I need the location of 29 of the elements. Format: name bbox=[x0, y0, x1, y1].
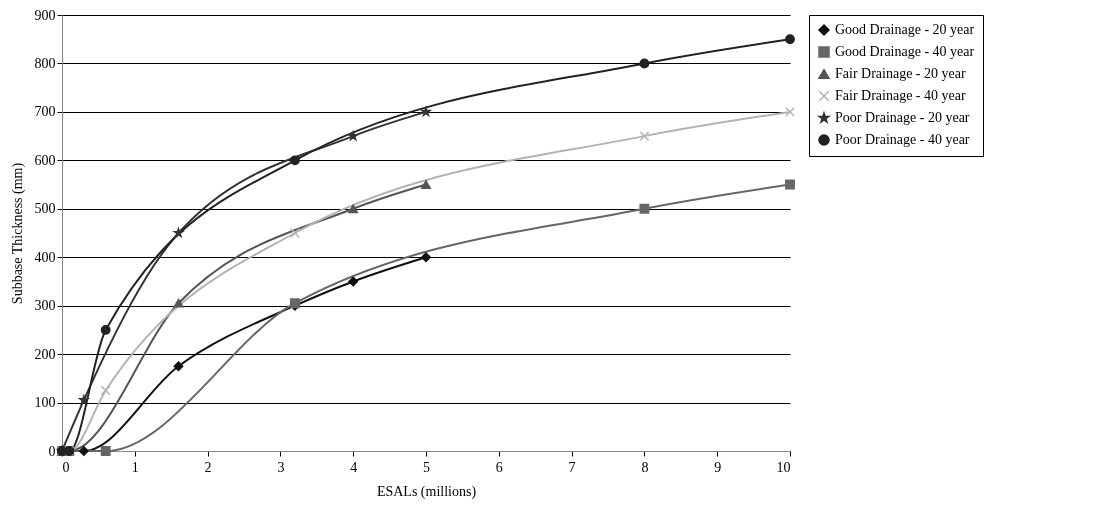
legend-label: Fair Drainage - 40 year bbox=[835, 88, 966, 103]
x-tick-label: 6 bbox=[495, 459, 503, 475]
x-tick-label: 9 bbox=[714, 459, 722, 475]
x-tick-label: 2 bbox=[204, 459, 212, 475]
legend-label: Good Drainage - 40 year bbox=[835, 44, 975, 59]
y-tick-label: 100 bbox=[34, 395, 56, 411]
x-tick-label: 7 bbox=[568, 459, 576, 475]
y-tick-label: 0 bbox=[48, 443, 56, 459]
y-tick-label: 400 bbox=[34, 249, 56, 265]
y-tick-label: 500 bbox=[34, 201, 56, 217]
y-tick-label: 800 bbox=[34, 55, 56, 71]
x-tick-label: 1 bbox=[131, 459, 139, 475]
y-tick-label: 600 bbox=[34, 152, 56, 168]
y-axis-title: Subbase Thickness (mm) bbox=[9, 162, 26, 305]
x-tick-label: 8 bbox=[641, 459, 649, 475]
y-tick-label: 700 bbox=[34, 104, 56, 120]
y-tick-label: 300 bbox=[34, 298, 56, 314]
x-tick-label: 5 bbox=[423, 459, 430, 475]
x-tick-label: 3 bbox=[277, 459, 285, 475]
legend-label: Fair Drainage - 20 year bbox=[835, 66, 966, 81]
x-tick-label: 10 bbox=[776, 459, 791, 475]
y-tick-label: 900 bbox=[34, 7, 56, 23]
x-axis-title: ESALs (millions) bbox=[376, 483, 477, 500]
legend-label: Poor Drainage - 20 year bbox=[835, 110, 970, 125]
x-tick-label: 0 bbox=[62, 459, 70, 475]
y-tick-label: 200 bbox=[34, 346, 56, 362]
legend-label: Good Drainage - 20 year bbox=[835, 22, 975, 37]
x-tick-label: 4 bbox=[350, 459, 358, 475]
legend-label: Poor Drainage - 40 year bbox=[835, 132, 970, 147]
